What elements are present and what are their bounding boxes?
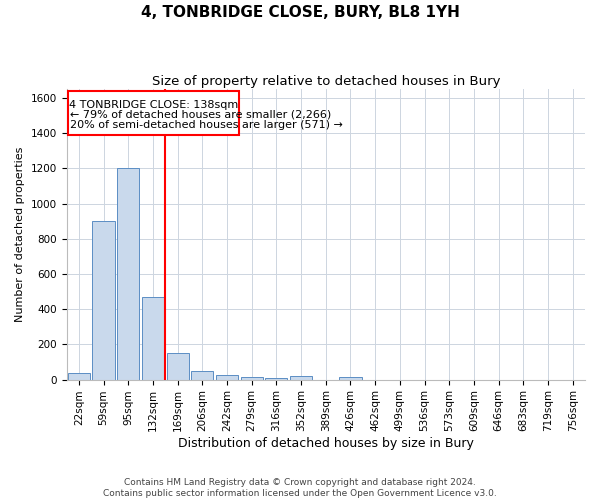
Text: 4 TONBRIDGE CLOSE: 138sqm: 4 TONBRIDGE CLOSE: 138sqm: [69, 100, 238, 110]
Text: ← 79% of detached houses are smaller (2,266): ← 79% of detached houses are smaller (2,…: [70, 110, 331, 120]
Title: Size of property relative to detached houses in Bury: Size of property relative to detached ho…: [152, 75, 500, 88]
Bar: [241, 377, 263, 380]
Bar: [142, 297, 164, 380]
Bar: [68, 372, 90, 380]
X-axis label: Distribution of detached houses by size in Bury: Distribution of detached houses by size …: [178, 437, 474, 450]
Text: Contains HM Land Registry data © Crown copyright and database right 2024.
Contai: Contains HM Land Registry data © Crown c…: [103, 478, 497, 498]
Bar: [216, 375, 238, 380]
Text: 4, TONBRIDGE CLOSE, BURY, BL8 1YH: 4, TONBRIDGE CLOSE, BURY, BL8 1YH: [140, 5, 460, 20]
Bar: [117, 168, 139, 380]
Bar: [290, 376, 312, 380]
Bar: [167, 353, 189, 380]
Bar: [68, 91, 239, 135]
Bar: [265, 378, 287, 380]
Bar: [191, 371, 214, 380]
Text: 20% of semi-detached houses are larger (571) →: 20% of semi-detached houses are larger (…: [70, 120, 343, 130]
Y-axis label: Number of detached properties: Number of detached properties: [15, 146, 25, 322]
Bar: [340, 377, 362, 380]
Bar: [92, 221, 115, 380]
